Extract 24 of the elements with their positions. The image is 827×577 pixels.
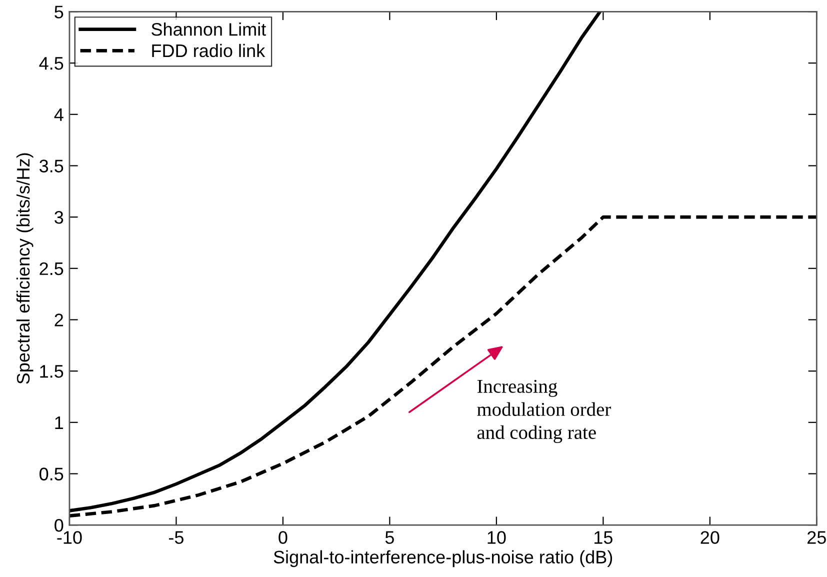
x-tick-label: 10 bbox=[488, 531, 506, 544]
x-tick-label: 15 bbox=[594, 531, 612, 544]
x-tick-label: 5 bbox=[385, 531, 394, 544]
y-tick-label: 1.5 bbox=[40, 365, 64, 378]
y-tick-label: 4.5 bbox=[39, 57, 64, 70]
y-tick-label: 0.5 bbox=[40, 468, 64, 480]
x-tick-label: 20 bbox=[700, 531, 720, 544]
legend-label: FDD radio link bbox=[152, 44, 266, 58]
y-tick-label: 1 bbox=[55, 416, 64, 429]
y-tick-label: 5 bbox=[54, 6, 64, 18]
x-tick-label: 25 bbox=[808, 531, 826, 544]
legend-label: Shannon Limit bbox=[152, 22, 266, 36]
y-tick-label: 4 bbox=[54, 108, 64, 121]
y-tick-label: 2.5 bbox=[40, 262, 64, 276]
y-tick-label: 2 bbox=[54, 314, 64, 326]
y-tick-label: 3 bbox=[54, 210, 64, 224]
x-tick-label: -10 bbox=[57, 531, 82, 544]
x-tick-label: -5 bbox=[168, 531, 184, 544]
x-tick-label: 0 bbox=[278, 531, 288, 544]
annotation: Increasing modulation order and coding rate bbox=[477, 380, 611, 444]
y-axis-title: Spectral efficiency (bits/s/Hz) bbox=[16, 153, 34, 384]
x-axis-title: Signal-to-interference-plus-noise ratio (dB) bbox=[274, 550, 612, 568]
y-tick-label: 3.5 bbox=[40, 160, 64, 172]
y-tick-label: 0 bbox=[54, 519, 64, 532]
